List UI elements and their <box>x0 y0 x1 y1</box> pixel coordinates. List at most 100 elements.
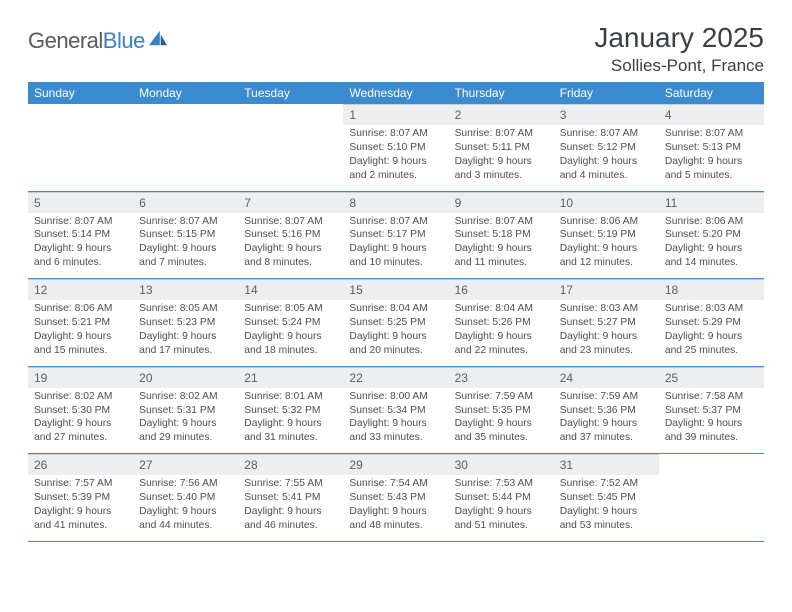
day-info: Sunrise: 8:05 AMSunset: 5:24 PMDaylight:… <box>238 300 343 366</box>
day-info: Sunrise: 8:02 AMSunset: 5:31 PMDaylight:… <box>133 388 238 454</box>
sunset-line: Sunset: 5:25 PM <box>349 316 442 330</box>
daylight-line-2: and 10 minutes. <box>349 256 442 270</box>
sunrise-line: Sunrise: 7:52 AM <box>560 477 653 491</box>
daylight-line-1: Daylight: 9 hours <box>349 417 442 431</box>
logo-prefix: General <box>28 28 103 53</box>
daylight-line-1: Daylight: 9 hours <box>34 505 127 519</box>
calendar-row: 19Sunrise: 8:02 AMSunset: 5:30 PMDayligh… <box>28 366 764 454</box>
day-number: 20 <box>133 367 238 388</box>
daylight-line-1: Daylight: 9 hours <box>349 505 442 519</box>
sunrise-line: Sunrise: 8:06 AM <box>34 302 127 316</box>
sunrise-line: Sunrise: 8:04 AM <box>349 302 442 316</box>
daylight-line-2: and 35 minutes. <box>455 431 548 445</box>
daylight-line-2: and 51 minutes. <box>455 519 548 533</box>
sunset-line: Sunset: 5:13 PM <box>665 141 758 155</box>
calendar-cell: 10Sunrise: 8:06 AMSunset: 5:19 PMDayligh… <box>554 191 659 279</box>
sunrise-line: Sunrise: 8:07 AM <box>349 127 442 141</box>
sunset-line: Sunset: 5:24 PM <box>244 316 337 330</box>
sunrise-line: Sunrise: 7:54 AM <box>349 477 442 491</box>
calendar-table: Sunday Monday Tuesday Wednesday Thursday… <box>28 82 764 542</box>
daylight-line-1: Daylight: 9 hours <box>455 330 548 344</box>
calendar-cell: 15Sunrise: 8:04 AMSunset: 5:25 PMDayligh… <box>343 279 448 367</box>
day-number: 18 <box>659 279 764 300</box>
calendar-cell: 27Sunrise: 7:56 AMSunset: 5:40 PMDayligh… <box>133 454 238 542</box>
day-info: Sunrise: 8:07 AMSunset: 5:10 PMDaylight:… <box>343 125 448 191</box>
day-number: 9 <box>449 192 554 213</box>
calendar-cell: 1Sunrise: 8:07 AMSunset: 5:10 PMDaylight… <box>343 104 448 191</box>
calendar-cell: 30Sunrise: 7:53 AMSunset: 5:44 PMDayligh… <box>449 454 554 542</box>
day-info: Sunrise: 8:04 AMSunset: 5:26 PMDaylight:… <box>449 300 554 366</box>
daylight-line-2: and 2 minutes. <box>349 169 442 183</box>
daylight-line-1: Daylight: 9 hours <box>560 242 653 256</box>
day-number: 16 <box>449 279 554 300</box>
calendar-cell: 14Sunrise: 8:05 AMSunset: 5:24 PMDayligh… <box>238 279 343 367</box>
calendar-cell <box>28 104 133 191</box>
sunset-line: Sunset: 5:15 PM <box>139 228 232 242</box>
day-info: Sunrise: 8:00 AMSunset: 5:34 PMDaylight:… <box>343 388 448 454</box>
weekday-row: Sunday Monday Tuesday Wednesday Thursday… <box>28 82 764 104</box>
daylight-line-2: and 41 minutes. <box>34 519 127 533</box>
day-number: 11 <box>659 192 764 213</box>
sunrise-line: Sunrise: 8:07 AM <box>139 215 232 229</box>
sunrise-line: Sunrise: 8:03 AM <box>560 302 653 316</box>
day-info: Sunrise: 8:07 AMSunset: 5:12 PMDaylight:… <box>554 125 659 191</box>
daylight-line-1: Daylight: 9 hours <box>560 330 653 344</box>
day-number: 10 <box>554 192 659 213</box>
sunset-line: Sunset: 5:10 PM <box>349 141 442 155</box>
sunset-line: Sunset: 5:45 PM <box>560 491 653 505</box>
sunrise-line: Sunrise: 8:07 AM <box>560 127 653 141</box>
sunrise-line: Sunrise: 7:56 AM <box>139 477 232 491</box>
daylight-line-1: Daylight: 9 hours <box>455 242 548 256</box>
daylight-line-2: and 7 minutes. <box>139 256 232 270</box>
sunset-line: Sunset: 5:44 PM <box>455 491 548 505</box>
daylight-line-2: and 20 minutes. <box>349 344 442 358</box>
daylight-line-1: Daylight: 9 hours <box>349 155 442 169</box>
daylight-line-2: and 6 minutes. <box>34 256 127 270</box>
day-info: Sunrise: 8:07 AMSunset: 5:18 PMDaylight:… <box>449 213 554 279</box>
daylight-line-1: Daylight: 9 hours <box>560 417 653 431</box>
daylight-line-1: Daylight: 9 hours <box>665 417 758 431</box>
calendar-cell: 4Sunrise: 8:07 AMSunset: 5:13 PMDaylight… <box>659 104 764 191</box>
daylight-line-1: Daylight: 9 hours <box>560 155 653 169</box>
sunrise-line: Sunrise: 8:05 AM <box>139 302 232 316</box>
day-number: 28 <box>238 454 343 475</box>
day-info: Sunrise: 8:06 AMSunset: 5:21 PMDaylight:… <box>28 300 133 366</box>
day-info: Sunrise: 8:07 AMSunset: 5:14 PMDaylight:… <box>28 213 133 279</box>
daylight-line-2: and 14 minutes. <box>665 256 758 270</box>
title-block: January 2025 Sollies-Pont, France <box>594 22 764 76</box>
calendar-cell: 6Sunrise: 8:07 AMSunset: 5:15 PMDaylight… <box>133 191 238 279</box>
sunset-line: Sunset: 5:12 PM <box>560 141 653 155</box>
daylight-line-2: and 18 minutes. <box>244 344 337 358</box>
day-number: 23 <box>449 367 554 388</box>
daylight-line-2: and 53 minutes. <box>560 519 653 533</box>
day-info-empty <box>133 125 238 185</box>
sunrise-line: Sunrise: 7:59 AM <box>560 390 653 404</box>
sail-icon <box>147 29 169 47</box>
day-info: Sunrise: 7:57 AMSunset: 5:39 PMDaylight:… <box>28 475 133 541</box>
sunset-line: Sunset: 5:20 PM <box>665 228 758 242</box>
daylight-line-1: Daylight: 9 hours <box>34 242 127 256</box>
day-number: 15 <box>343 279 448 300</box>
sunrise-line: Sunrise: 8:07 AM <box>34 215 127 229</box>
day-info: Sunrise: 8:06 AMSunset: 5:19 PMDaylight:… <box>554 213 659 279</box>
sunrise-line: Sunrise: 7:58 AM <box>665 390 758 404</box>
daylight-line-2: and 17 minutes. <box>139 344 232 358</box>
sunrise-line: Sunrise: 8:04 AM <box>455 302 548 316</box>
sunset-line: Sunset: 5:31 PM <box>139 404 232 418</box>
calendar-cell: 21Sunrise: 8:01 AMSunset: 5:32 PMDayligh… <box>238 366 343 454</box>
day-info: Sunrise: 8:07 AMSunset: 5:13 PMDaylight:… <box>659 125 764 191</box>
sunset-line: Sunset: 5:14 PM <box>34 228 127 242</box>
sunrise-line: Sunrise: 8:07 AM <box>349 215 442 229</box>
calendar-cell: 20Sunrise: 8:02 AMSunset: 5:31 PMDayligh… <box>133 366 238 454</box>
sunrise-line: Sunrise: 8:02 AM <box>34 390 127 404</box>
page-title: January 2025 <box>594 22 764 54</box>
calendar-row: 5Sunrise: 8:07 AMSunset: 5:14 PMDaylight… <box>28 191 764 279</box>
daylight-line-1: Daylight: 9 hours <box>665 330 758 344</box>
calendar-cell: 25Sunrise: 7:58 AMSunset: 5:37 PMDayligh… <box>659 366 764 454</box>
daylight-line-1: Daylight: 9 hours <box>244 417 337 431</box>
day-info: Sunrise: 7:54 AMSunset: 5:43 PMDaylight:… <box>343 475 448 541</box>
logo-suffix: Blue <box>103 28 145 53</box>
day-info: Sunrise: 8:07 AMSunset: 5:11 PMDaylight:… <box>449 125 554 191</box>
daylight-line-2: and 5 minutes. <box>665 169 758 183</box>
day-number: 22 <box>343 367 448 388</box>
